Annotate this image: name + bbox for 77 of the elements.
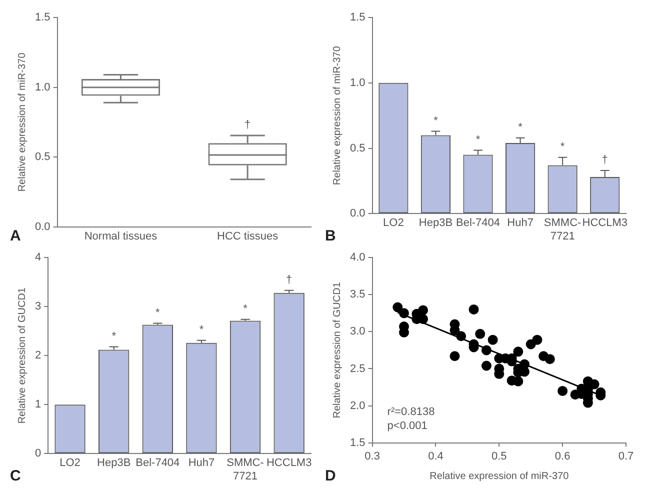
point <box>418 314 428 324</box>
annotation: † <box>286 274 292 286</box>
point <box>544 354 555 364</box>
point <box>456 331 466 342</box>
x-tick-label: HCC tissues <box>217 230 279 242</box>
x-axis-title: Relative expression of miR-370 <box>430 470 570 482</box>
point <box>558 386 568 396</box>
x-tick-label: 0.6 <box>554 450 570 462</box>
x-tick-label: Bel-7404 <box>136 457 180 470</box>
y-axis-title: Relative expression of miR-370 <box>16 52 28 192</box>
x-tick-label: Bel-7404 <box>456 217 500 230</box>
y-axis-title: Relative expression of GUCD1 <box>332 282 343 418</box>
x-tick-label: SMMC-7721 <box>544 217 582 242</box>
y-tick-label: 3 <box>34 300 42 313</box>
point <box>468 304 479 314</box>
annotation: † <box>244 118 251 131</box>
point <box>475 328 486 339</box>
annotation: * <box>518 121 524 134</box>
annotation: * <box>199 324 204 336</box>
text: C <box>10 468 21 485</box>
point <box>399 308 410 318</box>
annotation: * <box>560 140 566 153</box>
x-tick-label: Normal tissues <box>84 230 158 242</box>
text: B <box>325 228 336 245</box>
text: A <box>10 228 21 245</box>
point <box>481 360 492 371</box>
annotation: * <box>243 302 248 315</box>
annotation: r²=0.8138 <box>387 406 435 418</box>
y-tick-label: 0 <box>34 448 42 460</box>
x-tick-label: 0.4 <box>428 450 444 462</box>
x-tick-label: 0.7 <box>618 450 634 462</box>
y-tick-label: 0.5 <box>34 151 50 164</box>
annotation: * <box>112 330 117 342</box>
y-tick-label: 1.5 <box>34 12 50 24</box>
point <box>450 351 460 362</box>
point <box>513 376 524 386</box>
y-tick-label: 2 <box>34 350 42 362</box>
point <box>392 302 403 312</box>
y-tick-label: 1.5 <box>350 436 366 449</box>
y-axis-title: Relative expression of miR-370 <box>332 46 343 186</box>
y-tick-label: 0.0 <box>350 208 366 220</box>
x-tick-label: HCCLM3 <box>266 457 312 470</box>
x-tick-label: Huh7 <box>507 217 534 230</box>
annotation: p<0.001 <box>387 420 428 432</box>
x-tick-label: SMMC-7721 <box>226 457 264 482</box>
point <box>488 334 498 345</box>
x-tick-label: 0.3 <box>364 450 380 462</box>
annotation: * <box>434 114 439 127</box>
point <box>513 346 524 357</box>
point <box>532 334 542 345</box>
annotation: * <box>156 306 161 319</box>
y-tick-label: 2.5 <box>350 362 366 375</box>
x-tick-label: 0.5 <box>491 450 507 462</box>
y-tick-label: 1.0 <box>34 81 50 94</box>
y-tick-label: 1.5 <box>350 12 366 24</box>
x-tick-label: Hep3B <box>418 217 453 230</box>
x-tick-label: LO2 <box>60 457 80 470</box>
y-tick-label: 3.5 <box>350 288 366 301</box>
text: D <box>325 468 336 485</box>
x-tick-label: Hep3B <box>97 457 131 470</box>
y-tick-label: 4.0 <box>350 252 366 264</box>
y-tick-label: 2.0 <box>350 400 366 412</box>
y-tick-label: 0.0 <box>34 220 50 233</box>
x-tick-label: LO2 <box>383 217 404 230</box>
point <box>481 345 492 356</box>
y-tick-label: 4 <box>34 252 42 264</box>
annotation: * <box>476 134 481 146</box>
point <box>589 379 600 390</box>
x-tick-label: Huh7 <box>188 457 215 470</box>
y-tick-label: 1 <box>34 398 42 411</box>
y-tick-label: 1.0 <box>350 76 366 89</box>
y-tick-label: 0.5 <box>350 142 366 154</box>
y-tick-label: 3.0 <box>350 326 366 338</box>
y-axis-title: Relative expression of GUCD1 <box>16 287 28 424</box>
point <box>418 305 428 316</box>
annotation: † <box>602 154 608 166</box>
x-tick-label: HCCLM3 <box>582 217 628 230</box>
